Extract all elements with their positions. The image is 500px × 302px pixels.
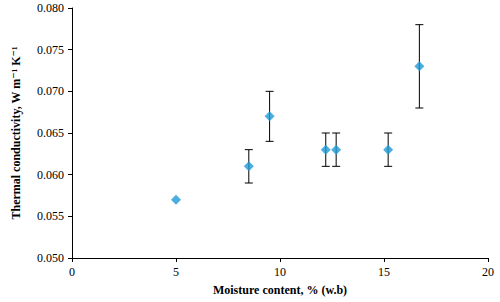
svg-text:0.055: 0.055	[37, 209, 64, 223]
svg-text:20: 20	[482, 265, 494, 279]
svg-text:0: 0	[69, 265, 75, 279]
svg-text:Thermal conductivity, W m⁻¹ K⁻: Thermal conductivity, W m⁻¹ K⁻¹	[9, 46, 23, 219]
svg-text:0.075: 0.075	[37, 43, 64, 57]
svg-text:0.080: 0.080	[37, 1, 64, 15]
svg-text:0.060: 0.060	[37, 168, 64, 182]
svg-text:10: 10	[274, 265, 286, 279]
svg-text:Moisture content, % (w.b): Moisture content, % (w.b)	[213, 283, 347, 297]
svg-text:0.070: 0.070	[37, 84, 64, 98]
svg-text:15: 15	[378, 265, 390, 279]
svg-text:5: 5	[173, 265, 179, 279]
svg-text:0.050: 0.050	[37, 251, 64, 265]
svg-text:0.065: 0.065	[37, 126, 64, 140]
